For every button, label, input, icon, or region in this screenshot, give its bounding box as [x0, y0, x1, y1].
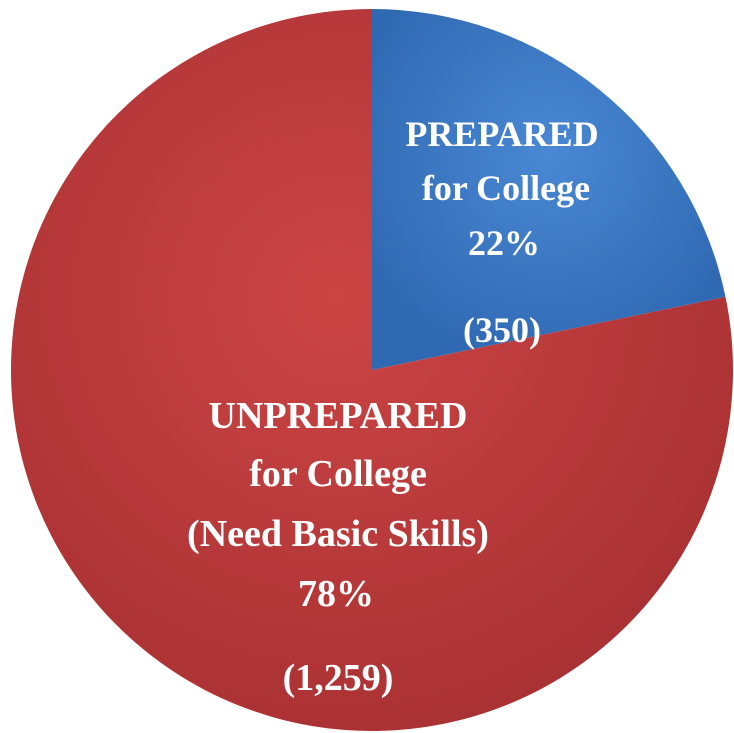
unprepared-count-label: (1,259)	[283, 657, 394, 699]
prepared-label-line-2: for College	[422, 168, 590, 208]
prepared-percent-label: 22%	[468, 223, 540, 263]
unprepared-label-line-2: for College	[249, 453, 427, 495]
unprepared-label-line-3: (Need Basic Skills)	[187, 513, 489, 555]
unprepared-label-line-1: UNPREPARED	[209, 395, 468, 437]
unprepared-percent-label: 78%	[298, 573, 374, 615]
slices-layer	[10, 9, 734, 731]
pie-slice-prepared	[372, 9, 726, 370]
slice-label-unprepared: UNPREPARED for College (Need Basic Skill…	[187, 395, 489, 699]
prepared-label-line-1: PREPARED	[405, 114, 598, 154]
prepared-count-label: (350)	[463, 310, 541, 350]
pie-slice-unprepared	[10, 9, 734, 731]
slice-label-prepared: PREPARED for College 22% (350)	[405, 114, 598, 350]
